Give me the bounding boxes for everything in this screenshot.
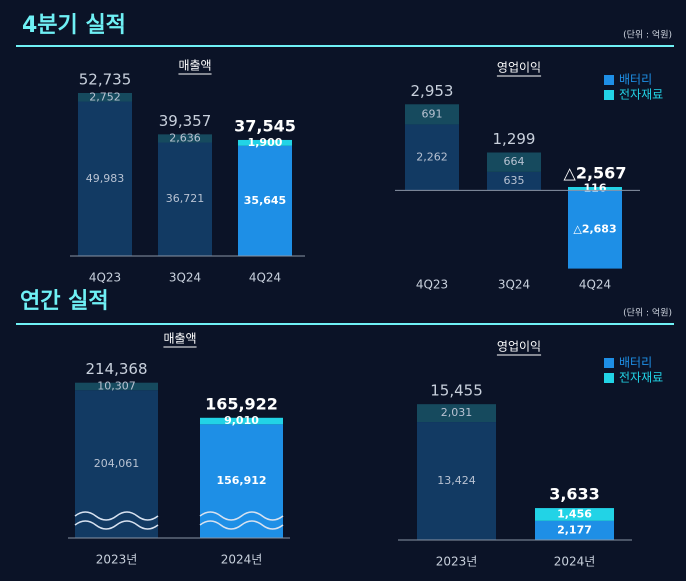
chart-title: 영업이익	[497, 340, 541, 354]
segment-label: 35,645	[244, 194, 286, 207]
segment-label: 2,752	[89, 90, 121, 103]
total-label: 2,953	[411, 82, 454, 100]
category-label: 4Q24	[579, 278, 611, 292]
segment-label: 156,912	[216, 474, 266, 487]
total-label: 15,455	[430, 382, 483, 400]
segment-label: 635	[504, 174, 525, 187]
chart-title: 매출액	[163, 332, 196, 346]
legend-label: 배터리	[619, 356, 652, 370]
axis-break-wave	[199, 511, 284, 521]
category-label: 3Q24	[169, 271, 201, 285]
bar-segment	[568, 186, 622, 191]
bar-segment	[78, 101, 132, 257]
total-label: 3,633	[549, 485, 600, 504]
bar-segment	[238, 139, 292, 146]
unit-label: (단위 : 억원)	[623, 29, 672, 41]
bar-segment	[405, 104, 459, 125]
total-label: 1,299	[493, 130, 536, 148]
segment-label: 664	[504, 155, 525, 168]
category-label: 4Q24	[249, 271, 281, 285]
legend-swatch	[604, 358, 614, 368]
segment-label: 1,456	[557, 507, 592, 520]
total-label: 165,922	[205, 394, 278, 413]
axis-break-wave	[74, 520, 159, 530]
bar-segment	[75, 382, 158, 391]
segment-label: 116	[584, 182, 607, 195]
bar-segment	[417, 422, 496, 540]
legend-swatch	[604, 75, 614, 85]
total-label: 214,368	[85, 360, 147, 378]
segment-label: 1,900	[248, 136, 283, 149]
bar-segment	[158, 142, 212, 256]
unit-label: (단위 : 억원)	[623, 307, 672, 319]
segment-label: 36,721	[166, 192, 205, 205]
segment-label: 2,031	[441, 406, 473, 419]
bar-segment	[487, 152, 541, 172]
segment-label: △2,683	[573, 222, 616, 235]
legend-label: 전자재료	[619, 88, 663, 102]
segment-label: 2,262	[416, 150, 448, 163]
segment-label: 13,424	[437, 474, 476, 487]
bar-segment	[238, 145, 292, 256]
segment-label: 2,636	[169, 131, 201, 144]
segment-label: 10,307	[97, 379, 136, 392]
chart-title: 매출액	[178, 59, 211, 73]
bar-segment	[78, 93, 132, 102]
bar-segment	[487, 171, 541, 191]
total-label: △2,567	[564, 163, 627, 182]
category-label: 2023년	[436, 555, 478, 569]
bar-segment	[405, 124, 459, 191]
segment-label: 691	[422, 107, 443, 120]
bar-segment	[535, 520, 614, 540]
category-label: 2024년	[221, 553, 263, 567]
legend-swatch	[604, 373, 614, 383]
total-label: 37,545	[234, 116, 296, 135]
segment-label: 204,061	[94, 457, 140, 470]
category-label: 2023년	[96, 553, 138, 567]
segment-label: 49,983	[86, 172, 125, 185]
legend-label: 배터리	[619, 73, 652, 87]
bar-segment	[535, 508, 614, 521]
bar-segment	[158, 134, 212, 143]
category-label: 4Q23	[416, 278, 448, 292]
category-label: 4Q23	[89, 271, 121, 285]
category-label: 2024년	[554, 555, 596, 569]
section-title: 4분기 실적	[22, 13, 126, 38]
segment-label: 9,010	[224, 414, 259, 427]
legend-label: 전자재료	[619, 371, 663, 385]
chart-title: 영업이익	[497, 61, 541, 75]
bar-segment	[417, 404, 496, 423]
axis-break-wave	[199, 520, 284, 530]
section-title: 연간 실적	[20, 289, 109, 314]
total-label: 52,735	[79, 71, 132, 89]
legend-swatch	[604, 90, 614, 100]
bar-segment	[568, 190, 622, 269]
bar-segment	[75, 390, 158, 538]
axis-break-wave	[74, 511, 159, 521]
bar-segment	[200, 417, 283, 425]
segment-label: 2,177	[557, 523, 592, 536]
total-label: 39,357	[159, 112, 212, 130]
category-label: 3Q24	[498, 278, 530, 292]
